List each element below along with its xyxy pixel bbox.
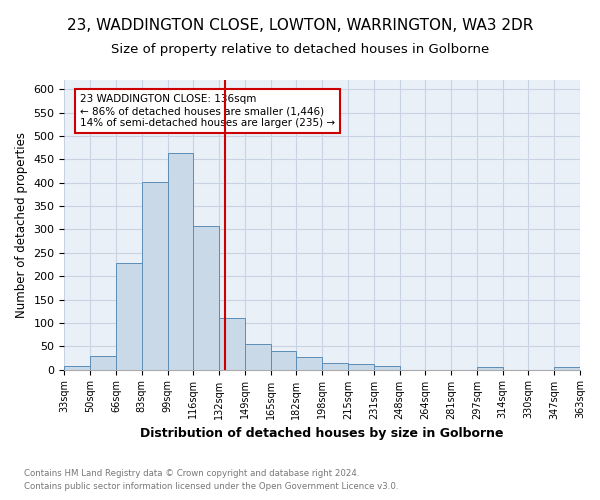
Text: Contains HM Land Registry data © Crown copyright and database right 2024.: Contains HM Land Registry data © Crown c… — [24, 468, 359, 477]
Bar — [322, 364, 348, 370]
X-axis label: Distribution of detached houses by size in Golborne: Distribution of detached houses by size … — [140, 427, 504, 440]
Bar — [374, 366, 400, 370]
Bar — [296, 357, 322, 370]
Text: Contains public sector information licensed under the Open Government Licence v3: Contains public sector information licen… — [24, 482, 398, 491]
Bar — [219, 318, 245, 370]
Bar — [245, 344, 271, 370]
Bar — [90, 356, 116, 370]
Bar — [167, 154, 193, 370]
Text: 23, WADDINGTON CLOSE, LOWTON, WARRINGTON, WA3 2DR: 23, WADDINGTON CLOSE, LOWTON, WARRINGTON… — [67, 18, 533, 32]
Bar — [554, 367, 580, 370]
Text: Size of property relative to detached houses in Golborne: Size of property relative to detached ho… — [111, 42, 489, 56]
Y-axis label: Number of detached properties: Number of detached properties — [15, 132, 28, 318]
Bar — [348, 364, 374, 370]
Bar — [193, 226, 219, 370]
Bar — [142, 182, 167, 370]
Bar — [271, 352, 296, 370]
Bar — [116, 263, 142, 370]
Text: 23 WADDINGTON CLOSE: 136sqm
← 86% of detached houses are smaller (1,446)
14% of : 23 WADDINGTON CLOSE: 136sqm ← 86% of det… — [80, 94, 335, 128]
Bar — [64, 366, 90, 370]
Bar — [477, 367, 503, 370]
